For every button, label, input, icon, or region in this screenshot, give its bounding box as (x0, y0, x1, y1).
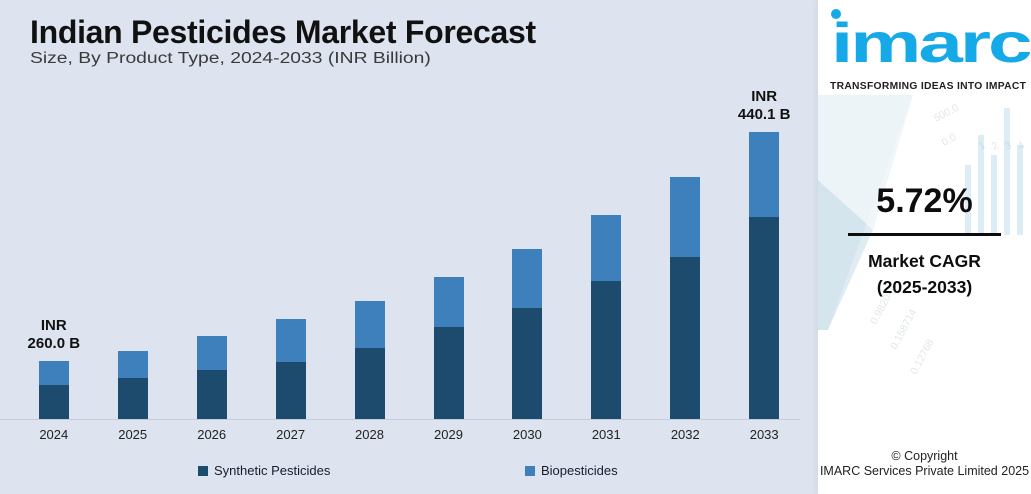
svg-text:0.12768: 0.12768 (908, 337, 936, 376)
svg-text:0.158714: 0.158714 (888, 307, 919, 351)
svg-text:0.0: 0.0 (940, 131, 959, 149)
svg-text:500.0: 500.0 (932, 102, 961, 125)
svg-text:2: 2 (990, 139, 1001, 152)
